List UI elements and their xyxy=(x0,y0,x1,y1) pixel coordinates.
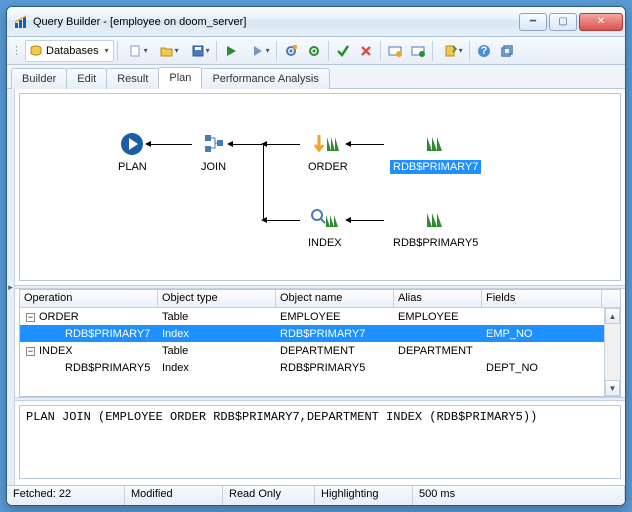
scroll-up[interactable]: ▲ xyxy=(605,308,620,324)
grid-scrollbar[interactable]: ▲ ▼ xyxy=(604,308,620,396)
status-readonly: Read Only xyxy=(223,486,315,505)
left-gutter[interactable]: ▸ xyxy=(7,89,15,485)
scroll-down[interactable]: ▼ xyxy=(605,380,620,396)
toolbar: ⋮ Databases ? xyxy=(7,37,625,65)
tool-gear2[interactable] xyxy=(303,40,325,62)
connector xyxy=(263,144,264,220)
node-label: PLAN xyxy=(115,160,150,174)
status-time: 500 ms xyxy=(413,486,625,505)
status-modified: Modified xyxy=(125,486,223,505)
database-icon xyxy=(30,45,42,57)
tool-sql2[interactable] xyxy=(407,40,429,62)
col-object-name[interactable]: Object name xyxy=(276,290,394,307)
col-alias[interactable]: Alias xyxy=(394,290,482,307)
node-index[interactable]: INDEX xyxy=(305,206,345,250)
node-join[interactable]: JOIN xyxy=(198,130,229,174)
splitter-2[interactable] xyxy=(7,397,625,401)
status-highlighting: Highlighting xyxy=(315,486,413,505)
plan-grid[interactable]: OperationObject typeObject nameAliasFiel… xyxy=(19,289,621,397)
idx-icon xyxy=(422,206,450,234)
tool-check[interactable] xyxy=(332,40,354,62)
status-fetched: Fetched: 22 xyxy=(7,486,125,505)
tab-plan[interactable]: Plan xyxy=(158,67,202,89)
col-operation[interactable]: Operation xyxy=(20,290,158,307)
tab-edit[interactable]: Edit xyxy=(66,68,107,89)
grid-body: −ORDERTableEMPLOYEEEMPLOYEERDB$PRIMARY7I… xyxy=(20,308,620,396)
title-bar[interactable]: Query Builder - [employee on doom_server… xyxy=(7,7,625,37)
index-icon xyxy=(311,206,339,234)
main-window: Query Builder - [employee on doom_server… xyxy=(6,6,626,506)
play-icon xyxy=(118,130,146,158)
tool-sql1[interactable] xyxy=(384,40,406,62)
tool-help[interactable]: ? xyxy=(473,40,495,62)
node-label: RDB$PRIMARY5 xyxy=(390,236,481,250)
idx-icon xyxy=(422,130,450,158)
tool-open[interactable] xyxy=(152,40,182,62)
node-label: ORDER xyxy=(305,160,351,174)
node-prim7[interactable]: RDB$PRIMARY7 xyxy=(390,130,481,174)
close-button[interactable]: ✕ xyxy=(579,13,623,31)
table-row[interactable]: RDB$PRIMARY7IndexRDB$PRIMARY7EMP_NO xyxy=(20,325,620,342)
node-label: JOIN xyxy=(198,160,229,174)
arrow xyxy=(148,144,192,145)
table-row[interactable]: −INDEXTableDEPARTMENTDEPARTMENT xyxy=(20,342,620,359)
order-icon xyxy=(314,130,342,158)
plan-diagram[interactable]: PLAN JOIN ORDER RDB$PRIMARY7 INDEX RDB$PRIMAR… xyxy=(19,93,621,281)
toolbar-grip: ⋮ xyxy=(11,44,22,57)
plan-text[interactable]: PLAN JOIN (EMPLOYEE ORDER RDB$PRIMARY7,D… xyxy=(19,405,621,479)
node-label: INDEX xyxy=(305,236,345,250)
minimize-button[interactable]: ━ xyxy=(519,13,547,31)
databases-label: Databases xyxy=(46,45,99,57)
table-row[interactable]: −ORDERTableEMPLOYEEEMPLOYEE xyxy=(20,308,620,325)
col-object-type[interactable]: Object type xyxy=(158,290,276,307)
join-icon xyxy=(200,130,228,158)
node-label: RDB$PRIMARY7 xyxy=(390,160,481,174)
node-order[interactable]: ORDER xyxy=(305,130,351,174)
status-bar: Fetched: 22 Modified Read Only Highlight… xyxy=(7,485,625,505)
window-title: Query Builder - [employee on doom_server… xyxy=(33,16,517,28)
tab-builder[interactable]: Builder xyxy=(11,68,67,89)
arrow xyxy=(264,220,300,221)
tab-bar: BuilderEditResultPlanPerformance Analysi… xyxy=(7,65,625,89)
tool-run-menu[interactable] xyxy=(243,40,273,62)
tree-collapse-icon[interactable]: − xyxy=(26,347,35,356)
tool-new[interactable] xyxy=(121,40,151,62)
arrow xyxy=(264,144,300,145)
tool-gear1[interactable] xyxy=(280,40,302,62)
maximize-button[interactable]: ▢ xyxy=(549,13,577,31)
databases-dropdown[interactable]: Databases xyxy=(25,40,114,62)
arrow xyxy=(348,144,384,145)
col-fields[interactable]: Fields xyxy=(482,290,602,307)
node-plan[interactable]: PLAN xyxy=(115,130,150,174)
tool-export[interactable] xyxy=(436,40,466,62)
node-prim5[interactable]: RDB$PRIMARY5 xyxy=(390,206,481,250)
tool-cancel[interactable] xyxy=(355,40,377,62)
tree-collapse-icon[interactable]: − xyxy=(26,313,35,322)
grid-header: OperationObject typeObject nameAliasFiel… xyxy=(20,290,620,308)
content-area: ▸ PLAN JOIN ORDER RDB$PRIMARY7 INDEX RDB$PRIM… xyxy=(7,89,625,485)
table-row[interactable]: RDB$PRIMARY5IndexRDB$PRIMARY5DEPT_NO xyxy=(20,359,620,376)
tab-result[interactable]: Result xyxy=(106,68,159,89)
tab-performance-analysis[interactable]: Performance Analysis xyxy=(201,68,329,89)
tool-restore[interactable] xyxy=(496,40,518,62)
svg-text:?: ? xyxy=(480,45,487,57)
tool-run[interactable] xyxy=(220,40,242,62)
tool-save[interactable] xyxy=(183,40,213,62)
arrow xyxy=(348,220,384,221)
app-icon xyxy=(13,14,29,30)
